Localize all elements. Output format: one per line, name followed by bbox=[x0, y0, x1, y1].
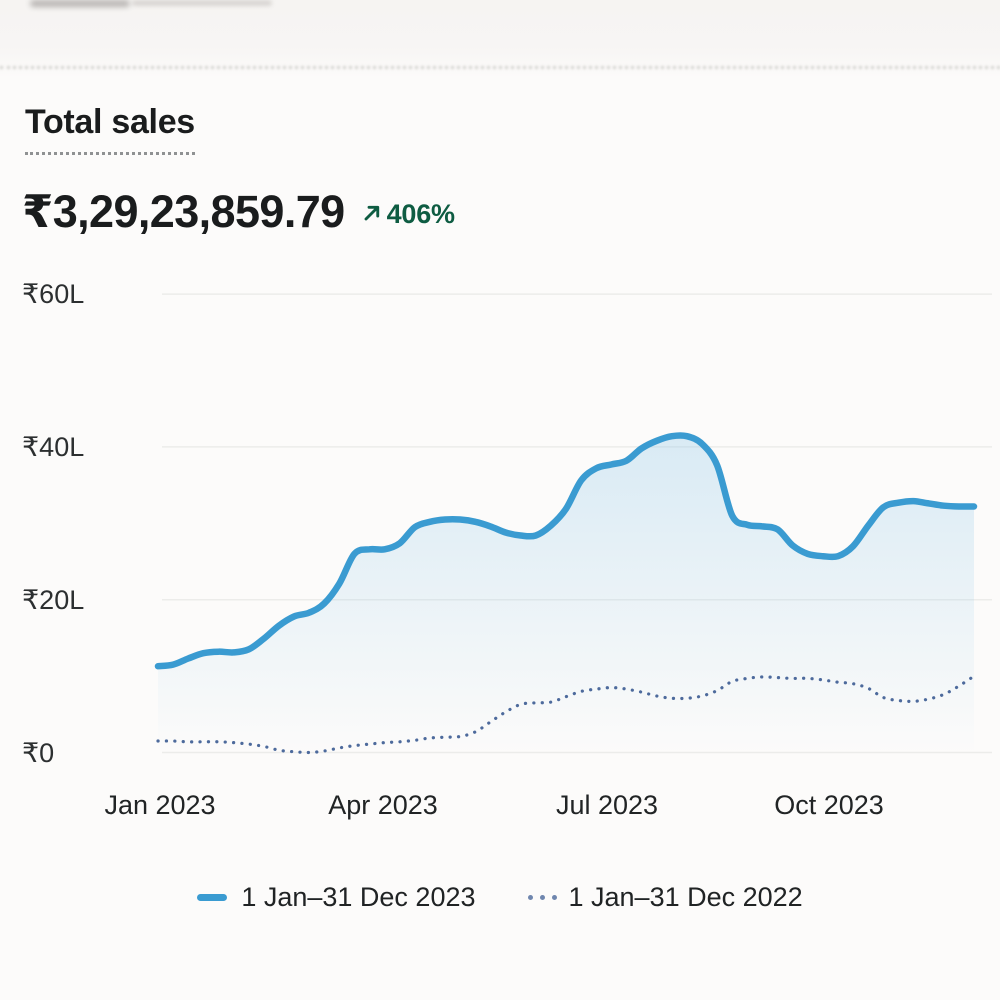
series-2023-line bbox=[154, 432, 978, 670]
x-tick-jan: Jan 2023 bbox=[104, 790, 216, 820]
page-title[interactable]: Total sales bbox=[25, 103, 195, 156]
legend-item-2023: 1 Jan–31 Dec 2023 bbox=[197, 882, 476, 913]
y-tick-60l: ₹60L bbox=[22, 279, 85, 309]
delta-value: 406% bbox=[386, 199, 455, 229]
x-tick-oct: Oct 2023 bbox=[774, 790, 884, 820]
legend-label-2022: 1 Jan–31 Dec 2022 bbox=[568, 882, 803, 912]
series-2023-area bbox=[158, 435, 974, 753]
x-tick-apr: Apr 2023 bbox=[328, 790, 438, 820]
series-2022-line bbox=[156, 674, 976, 755]
arrow-up-right-icon bbox=[362, 199, 382, 230]
legend-item-2022: 1 Jan–31 Dec 2022 bbox=[527, 882, 803, 913]
y-tick-20l: ₹20L bbox=[22, 585, 85, 615]
chart-legend: 1 Jan–31 Dec 2023 1 Jan–31 Dec 2022 bbox=[0, 882, 1000, 913]
dotted-line-marker bbox=[527, 895, 557, 900]
y-tick-0: ₹0 bbox=[22, 738, 55, 768]
cropped-ui-remnant-text bbox=[132, 0, 272, 6]
dotted-divider bbox=[0, 66, 1000, 69]
legend-label-2023: 1 Jan–31 Dec 2023 bbox=[241, 882, 476, 912]
y-tick-40l: ₹40L bbox=[22, 432, 85, 462]
total-sales-amount: ₹3,29,23,859.79 bbox=[22, 186, 345, 237]
solid-line-marker bbox=[197, 894, 228, 901]
metric-row: ₹3,29,23,859.79 406% bbox=[22, 189, 455, 234]
cropped-ui-remnant bbox=[30, 0, 130, 7]
x-tick-jul: Jul 2023 bbox=[555, 790, 659, 820]
top-band bbox=[0, 0, 1000, 78]
delta-badge: 406% bbox=[362, 199, 455, 230]
